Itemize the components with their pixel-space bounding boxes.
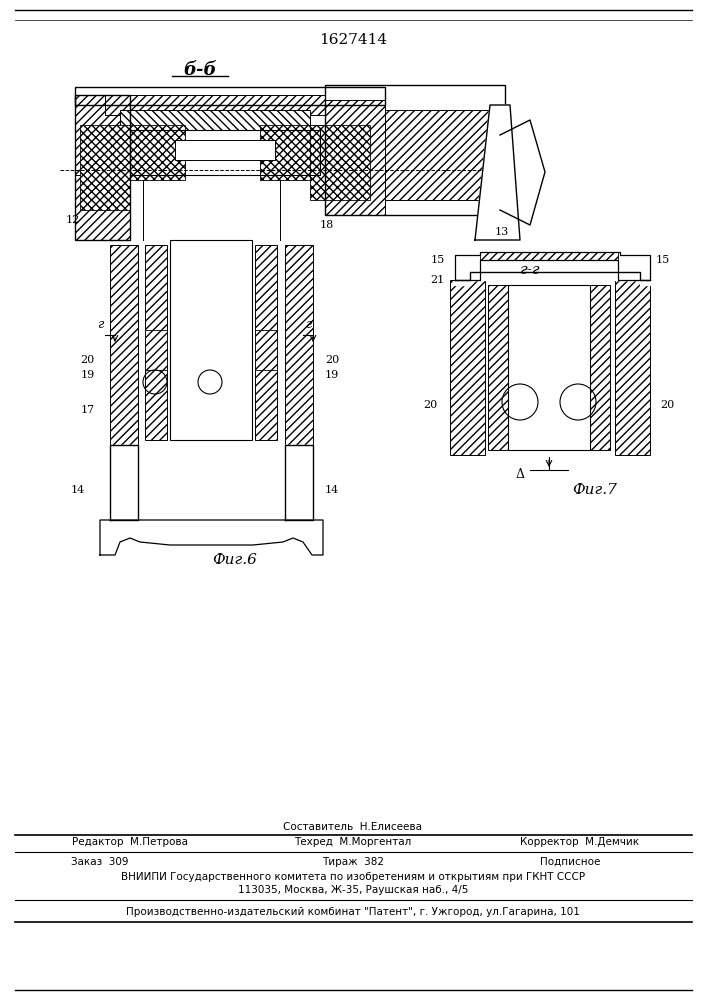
Text: 14: 14 [71, 485, 85, 495]
Text: 20: 20 [660, 400, 674, 410]
Polygon shape [285, 445, 313, 520]
Bar [75, 95, 130, 240]
Bar [590, 285, 610, 450]
Text: Тираж  382: Тираж 382 [322, 857, 384, 867]
Bar [130, 130, 320, 175]
Text: 15: 15 [431, 255, 445, 265]
Text: г: г [97, 318, 103, 332]
Bar [175, 140, 275, 160]
Text: Δ: Δ [515, 468, 525, 482]
Bar [450, 280, 485, 455]
Bar [145, 330, 167, 370]
Bar [105, 95, 325, 115]
Polygon shape [455, 275, 650, 285]
Text: Подписное: Подписное [540, 857, 600, 867]
Bar [75, 87, 385, 105]
Text: 21: 21 [431, 275, 445, 285]
Bar [310, 125, 370, 200]
Text: г: г [305, 318, 311, 332]
Text: Редактор  М.Петрова: Редактор М.Петрова [72, 837, 188, 847]
Text: 18: 18 [320, 220, 334, 230]
Bar [480, 252, 618, 260]
Bar [170, 240, 252, 440]
Bar [260, 125, 325, 180]
Bar [130, 125, 185, 180]
Text: 13: 13 [495, 227, 509, 237]
Bar [110, 245, 138, 445]
Text: 1627414: 1627414 [319, 33, 387, 47]
Bar [385, 110, 505, 200]
Text: 14: 14 [325, 485, 339, 495]
Polygon shape [500, 120, 545, 225]
Bar [145, 245, 167, 440]
Text: г-г: г-г [520, 263, 540, 277]
Bar [75, 175, 130, 240]
Text: б-б: б-б [183, 61, 217, 79]
Bar [488, 285, 508, 450]
Text: 19: 19 [81, 370, 95, 380]
Bar [615, 280, 650, 455]
Bar [255, 245, 277, 440]
Text: Техред  М.Моргентал: Техред М.Моргентал [294, 837, 411, 847]
Bar [285, 245, 313, 445]
Text: Составитель  Н.Елисеева: Составитель Н.Елисеева [284, 822, 423, 832]
Text: Фиг.7: Фиг.7 [573, 483, 617, 497]
Text: 17: 17 [81, 405, 95, 415]
Bar [120, 110, 310, 130]
Text: 20: 20 [423, 400, 438, 410]
Bar [325, 100, 385, 215]
Text: Заказ  309: Заказ 309 [71, 857, 129, 867]
Bar [255, 330, 277, 370]
Text: Фиг.6: Фиг.6 [213, 553, 257, 567]
Text: 19: 19 [325, 370, 339, 380]
Bar [75, 95, 130, 180]
Bar [508, 285, 590, 450]
Text: 20: 20 [81, 355, 95, 365]
Text: 20: 20 [325, 355, 339, 365]
Bar [80, 125, 130, 210]
Polygon shape [455, 252, 650, 280]
Text: Корректор  М.Демчик: Корректор М.Демчик [520, 837, 640, 847]
Bar [325, 85, 505, 215]
Text: ВНИИПИ Государственного комитета по изобретениям и открытиям при ГКНТ СССР: ВНИИПИ Государственного комитета по изоб… [121, 872, 585, 882]
Text: 12: 12 [66, 215, 80, 225]
Text: 15: 15 [656, 255, 670, 265]
Polygon shape [475, 105, 520, 240]
Polygon shape [100, 520, 323, 555]
Polygon shape [110, 445, 138, 520]
Text: 113035, Москва, Ж-35, Раушская наб., 4/5: 113035, Москва, Ж-35, Раушская наб., 4/5 [238, 885, 468, 895]
Text: Производственно-издательский комбинат "Патент", г. Ужгород, ул.Гагарина, 101: Производственно-издательский комбинат "П… [126, 907, 580, 917]
